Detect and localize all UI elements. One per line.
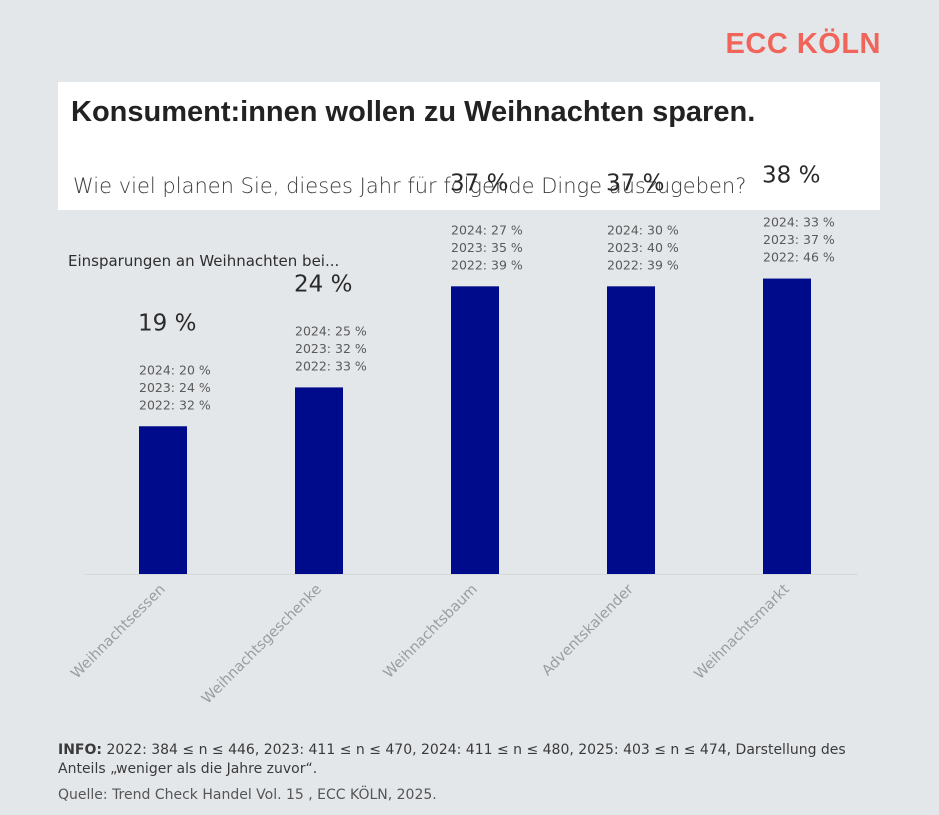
category-label: Weihnachtsessen [68,582,169,683]
previous-year-label: 2023: 40 % [607,240,679,255]
value-label: 37 % [450,170,508,196]
previous-year-label: 2022: 33 % [295,358,367,373]
previous-year-label: 2023: 35 % [451,240,523,255]
page-title: Konsument:innen wollen zu Weihnachten sp… [71,96,756,128]
previous-year-label: 2024: 30 % [607,222,679,237]
brand-logo: ECC KÖLN [725,28,881,60]
previous-year-label: 2023: 32 % [295,341,367,356]
previous-year-label: 2022: 39 % [451,257,523,272]
footer-source: Quelle: Trend Check Handel Vol. 15 , ECC… [58,787,437,803]
title-box: Konsument:innen wollen zu Weihnachten sp… [58,82,880,210]
value-label: 19 % [138,310,196,336]
section-label: Einsparungen an Weihnachten bei... [68,252,340,270]
value-label: 38 % [762,163,820,189]
bar [763,278,811,574]
previous-year-label: 2022: 46 % [763,250,835,265]
footer-info-label: INFO: [58,742,102,758]
category-label: Weihnachtsmarkt [692,581,793,682]
bar [139,426,187,574]
category-label: Adventskalender [539,581,637,679]
category-label: Weihnachtsgeschenke [199,581,325,707]
footer-info: INFO: 2022: 384 ≤ n ≤ 446, 2023: 411 ≤ n… [58,741,878,779]
previous-year-label: 2022: 39 % [607,257,679,272]
previous-year-label: 2024: 33 % [763,215,835,230]
bar [607,286,655,574]
previous-year-label: 2023: 37 % [763,232,835,247]
previous-year-label: 2024: 27 % [451,222,523,237]
bar [295,387,343,574]
previous-year-label: 2022: 32 % [139,397,211,412]
bar [451,286,499,574]
category-label: Weihnachtsbaum [381,582,481,682]
page-subtitle: Wie viel planen Sie, dieses Jahr für fol… [73,174,747,198]
previous-year-label: 2024: 25 % [295,323,367,338]
previous-year-label: 2024: 20 % [139,362,211,377]
value-label: 37 % [606,170,664,196]
value-label: 24 % [294,271,352,297]
previous-year-label: 2023: 24 % [139,380,211,395]
footer-info-text: 2022: 384 ≤ n ≤ 446, 2023: 411 ≤ n ≤ 470… [58,742,846,777]
